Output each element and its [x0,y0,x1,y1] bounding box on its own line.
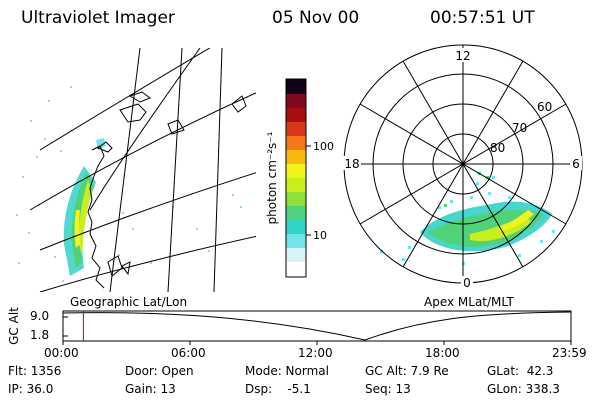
ip-value: IP: 36.0 [8,382,54,396]
date-label: 05 Nov 00 [272,8,360,28]
colorbar-step [286,79,306,94]
geo-latitude: GLat: 42.3 [487,364,554,378]
geo-longitude: GLon: 338.3 [487,382,560,396]
y-tick-1-8: 1.8 [30,328,50,342]
time-label: 00:57:51 UT [430,8,535,28]
colorbar-step [286,93,306,108]
colorbar-step [286,107,306,122]
altitude-curve [62,311,572,341]
colorbar-step [286,121,306,136]
polar-aurora [380,172,555,265]
gain-value: Gain: 13 [125,382,176,396]
map-aurora [63,138,106,276]
colorbar-tick-10: 10 [313,229,327,242]
lat-label-60: 60 [537,100,552,114]
map-graticule [29,48,256,292]
door-status: Door: Open [125,364,194,378]
mlt-label-dawn: 6 [572,157,580,171]
x-tick-1200: 12:00 [298,346,333,360]
colorbar-step [286,163,306,178]
colorbar-step [286,205,306,220]
x-tick-2359: 23:59 [552,346,587,360]
x-tick-0000: 00:00 [44,346,79,360]
colorbar-step [286,135,306,150]
mode-value: Mode: Normal [245,364,329,378]
lat-label-80: 80 [490,141,505,155]
sequence-number: Seq: 13 [365,382,411,396]
timeline-plot: GC Alt [7,307,572,345]
x-tick-0600: 06:00 [171,346,206,360]
colorbar-step [286,191,306,206]
geographic-map [16,48,256,292]
polar-caption: Apex MLat/MLT [424,295,514,309]
map-coastlines [87,91,247,289]
colorbar-tick-100: 100 [313,140,334,153]
polar-plot: 12 18 6 0 60 70 80 [343,44,583,290]
gc-altitude: GC Alt: 7.9 Re [365,364,449,378]
y-tick-9: 9.0 [30,309,50,323]
lat-label-70: 70 [512,121,527,135]
colorbar: 100 10 photon cm⁻²s⁻¹ [265,78,334,278]
colorbar-step [286,247,306,262]
x-tick-1800: 18:00 [425,346,460,360]
flight-number: Flt: 1356 [8,364,62,378]
colorbar-step [286,149,306,164]
dsp-value: Dsp: -5.1 [245,382,311,396]
timeline-axis-label: GC Alt [7,307,21,345]
colorbar-units-label: photon cm⁻²s⁻¹ [265,131,279,224]
colorbar-step [286,177,306,192]
colorbar-step [286,219,306,234]
colorbar-step [286,233,306,248]
mlt-label-dusk: 18 [344,157,359,171]
mlt-label-midnight: 0 [463,276,471,290]
instrument-title: Ultraviolet Imager [21,8,175,28]
mlt-label-noon: 12 [455,49,470,63]
geographic-caption: Geographic Lat/Lon [70,295,188,309]
colorbar-step [286,261,306,277]
